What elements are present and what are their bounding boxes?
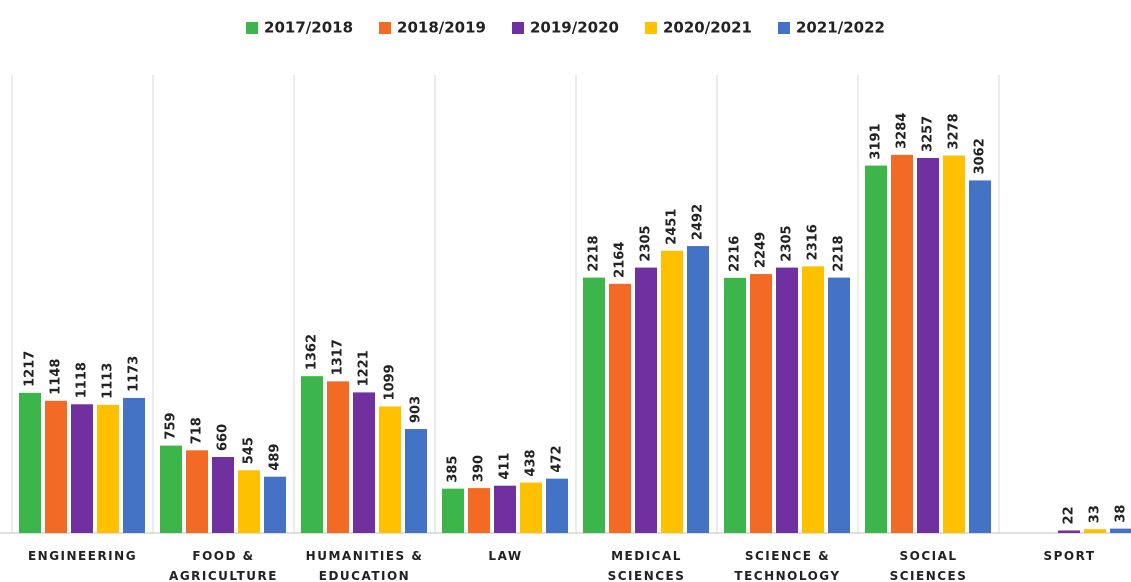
legend-swatch bbox=[512, 22, 525, 34]
bar bbox=[828, 277, 850, 533]
x-tick-label: SCIENCE & TECHNOLOGY bbox=[734, 549, 840, 582]
bar bbox=[917, 157, 939, 533]
bar bbox=[468, 488, 490, 533]
data-label: 3062 bbox=[973, 138, 988, 174]
x-tick-label: ENGINEERING bbox=[28, 549, 137, 563]
data-label: 1113 bbox=[101, 363, 116, 399]
data-label: 718 bbox=[190, 417, 205, 444]
data-label: 385 bbox=[446, 456, 461, 483]
data-label: 2249 bbox=[754, 232, 769, 268]
bar bbox=[264, 476, 286, 533]
legend-label: 2021/2022 bbox=[796, 19, 885, 37]
bar bbox=[520, 482, 542, 533]
data-label: 2305 bbox=[780, 225, 795, 261]
bar bbox=[687, 246, 709, 533]
bar bbox=[123, 397, 145, 533]
data-label: 489 bbox=[268, 444, 283, 471]
x-tick-label: FOOD & AGRICULTURE bbox=[169, 549, 278, 582]
data-label: 1099 bbox=[383, 364, 398, 400]
data-label: 390 bbox=[472, 455, 487, 482]
legend-label: 2019/2020 bbox=[530, 19, 619, 37]
bar bbox=[724, 277, 746, 533]
bar bbox=[494, 485, 516, 533]
data-label: 1173 bbox=[127, 356, 142, 392]
x-tick-label: MEDICAL SCIENCES bbox=[608, 549, 686, 582]
bar bbox=[19, 392, 41, 533]
data-label: 33 bbox=[1088, 505, 1103, 523]
bar bbox=[186, 450, 208, 533]
bar bbox=[865, 165, 887, 533]
data-label: 2492 bbox=[691, 204, 706, 240]
data-label: 2218 bbox=[587, 235, 602, 271]
data-label: 2164 bbox=[613, 242, 628, 278]
data-label: 1118 bbox=[75, 362, 90, 398]
x-tick-label: HUMANITIES & EDUCATION bbox=[306, 549, 424, 582]
legend-swatch bbox=[379, 22, 392, 34]
data-label: 660 bbox=[216, 424, 231, 451]
data-label: 1148 bbox=[49, 359, 64, 395]
data-label: 3191 bbox=[869, 123, 884, 159]
data-label: 1362 bbox=[305, 334, 320, 370]
bar bbox=[891, 154, 913, 533]
bar bbox=[212, 457, 234, 533]
data-label: 2451 bbox=[665, 209, 680, 245]
data-label: 3257 bbox=[921, 116, 936, 152]
bar bbox=[160, 445, 182, 533]
legend-swatch bbox=[644, 22, 657, 34]
data-label: 2316 bbox=[806, 224, 821, 260]
data-label: 3278 bbox=[947, 113, 962, 149]
bar bbox=[97, 404, 119, 533]
bar bbox=[609, 283, 631, 533]
data-label: 2218 bbox=[832, 235, 847, 271]
x-tick-label: SOCIAL SCIENCES bbox=[890, 549, 968, 582]
bar bbox=[750, 274, 772, 533]
legend-swatch bbox=[246, 22, 259, 34]
bar bbox=[583, 277, 605, 533]
legend-swatch bbox=[777, 22, 790, 34]
bar bbox=[1084, 529, 1106, 533]
bar bbox=[238, 470, 260, 533]
bar bbox=[379, 406, 401, 533]
data-label: 2216 bbox=[728, 236, 743, 272]
x-tick-label: SPORT bbox=[1043, 549, 1095, 563]
data-label: 38 bbox=[1114, 505, 1129, 523]
bar bbox=[405, 429, 427, 533]
data-label: 3284 bbox=[895, 113, 910, 149]
bar bbox=[802, 266, 824, 533]
data-label: 2305 bbox=[639, 225, 654, 261]
data-label: 438 bbox=[524, 449, 539, 476]
bar bbox=[327, 381, 349, 533]
bar bbox=[45, 400, 67, 533]
data-label: 411 bbox=[498, 453, 513, 480]
data-label: 1221 bbox=[357, 350, 372, 386]
bar bbox=[442, 488, 464, 533]
bar bbox=[1110, 528, 1131, 533]
data-label: 22 bbox=[1062, 506, 1077, 524]
bar bbox=[943, 155, 965, 534]
bar bbox=[969, 180, 991, 534]
data-label: 759 bbox=[164, 412, 179, 439]
bar bbox=[301, 376, 323, 533]
data-label: 472 bbox=[550, 446, 565, 473]
bar bbox=[353, 392, 375, 533]
legend-label: 2018/2019 bbox=[397, 19, 486, 37]
legend-label: 2020/2021 bbox=[663, 19, 752, 37]
bar bbox=[1058, 530, 1080, 533]
data-label: 545 bbox=[242, 437, 257, 464]
data-label: 1217 bbox=[23, 351, 38, 387]
bar bbox=[71, 404, 93, 533]
legend-label: 2017/2018 bbox=[264, 19, 353, 37]
bar bbox=[635, 267, 657, 533]
x-tick-label: LAW bbox=[488, 549, 522, 563]
bar bbox=[776, 267, 798, 533]
data-label: 1317 bbox=[331, 339, 346, 375]
bar bbox=[546, 478, 568, 533]
bar bbox=[661, 250, 683, 533]
data-label: 903 bbox=[409, 396, 424, 423]
